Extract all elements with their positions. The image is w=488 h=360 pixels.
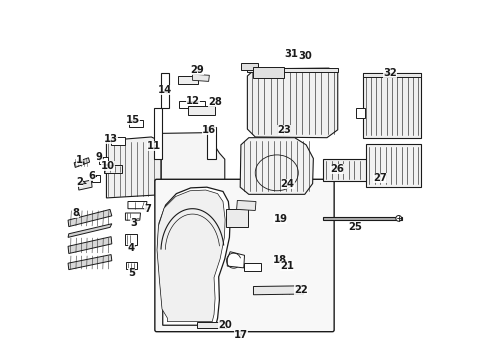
Text: 10: 10: [101, 161, 115, 171]
Text: 6: 6: [88, 171, 96, 181]
Polygon shape: [161, 73, 169, 108]
Text: 26: 26: [329, 164, 343, 174]
Polygon shape: [106, 137, 167, 198]
Polygon shape: [366, 144, 420, 187]
Polygon shape: [99, 157, 107, 164]
Polygon shape: [187, 107, 215, 116]
Text: 20: 20: [218, 320, 231, 330]
Text: 17: 17: [233, 330, 247, 340]
Polygon shape: [323, 159, 367, 181]
Text: 16: 16: [202, 125, 216, 135]
Polygon shape: [241, 63, 258, 69]
Polygon shape: [179, 101, 204, 108]
Polygon shape: [192, 74, 209, 81]
Polygon shape: [206, 127, 215, 159]
Polygon shape: [68, 255, 112, 270]
Polygon shape: [68, 237, 112, 253]
Polygon shape: [128, 202, 147, 209]
Circle shape: [395, 216, 401, 221]
Polygon shape: [68, 224, 112, 237]
Text: 15: 15: [125, 115, 140, 125]
Text: 22: 22: [294, 285, 307, 296]
Polygon shape: [240, 138, 313, 194]
Text: 19: 19: [273, 215, 287, 224]
Text: 8: 8: [72, 208, 80, 218]
Text: 13: 13: [104, 134, 118, 144]
Polygon shape: [247, 68, 337, 72]
Text: 3: 3: [130, 218, 137, 228]
Polygon shape: [158, 187, 230, 325]
Polygon shape: [227, 252, 244, 268]
Text: 27: 27: [372, 173, 386, 183]
FancyBboxPatch shape: [155, 179, 333, 332]
Polygon shape: [111, 137, 125, 145]
Polygon shape: [129, 120, 143, 127]
Text: 30: 30: [298, 51, 312, 61]
Text: 5: 5: [128, 268, 135, 278]
Polygon shape: [225, 209, 247, 227]
Text: 28: 28: [208, 97, 222, 107]
Polygon shape: [125, 234, 137, 244]
Text: 31: 31: [284, 49, 298, 59]
Text: 25: 25: [347, 222, 361, 232]
Text: 24: 24: [280, 179, 294, 189]
Polygon shape: [362, 73, 420, 77]
Polygon shape: [157, 190, 224, 321]
Polygon shape: [197, 321, 225, 328]
Polygon shape: [236, 201, 255, 211]
Polygon shape: [78, 180, 92, 190]
Polygon shape: [92, 175, 100, 182]
Polygon shape: [323, 217, 402, 220]
Polygon shape: [247, 68, 337, 138]
Polygon shape: [253, 67, 284, 78]
Polygon shape: [68, 210, 112, 226]
Text: 21: 21: [279, 261, 293, 271]
Text: 12: 12: [185, 96, 199, 106]
Text: 11: 11: [147, 141, 161, 151]
Polygon shape: [74, 158, 89, 167]
Text: 14: 14: [158, 85, 172, 95]
Text: 29: 29: [190, 64, 203, 75]
Text: 9: 9: [96, 152, 103, 162]
Text: 2: 2: [76, 177, 86, 187]
Text: 7: 7: [144, 204, 151, 215]
Polygon shape: [253, 286, 304, 295]
Polygon shape: [161, 133, 224, 194]
Text: 23: 23: [277, 125, 290, 135]
Polygon shape: [104, 165, 122, 173]
Polygon shape: [126, 262, 137, 269]
Text: 1: 1: [76, 155, 84, 165]
Text: 32: 32: [382, 68, 396, 78]
Polygon shape: [125, 213, 140, 220]
Polygon shape: [244, 263, 260, 271]
Polygon shape: [154, 108, 162, 159]
Text: 4: 4: [128, 243, 135, 253]
Polygon shape: [178, 76, 198, 84]
Polygon shape: [355, 108, 364, 118]
Text: 18: 18: [272, 255, 286, 265]
Polygon shape: [362, 73, 420, 138]
